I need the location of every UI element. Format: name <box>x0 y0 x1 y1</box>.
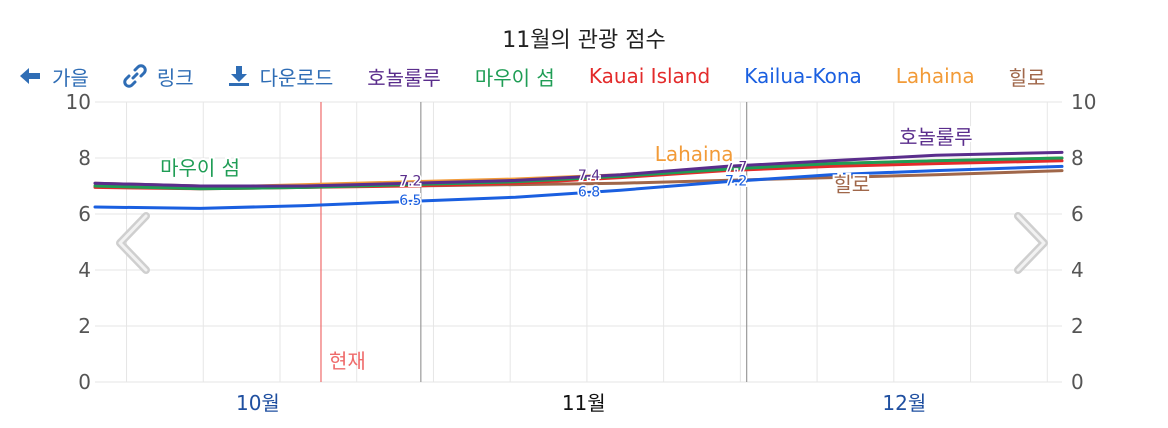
legend-item[interactable]: 힐로 <box>1008 65 1046 90</box>
data-label: 6.8 <box>578 185 600 201</box>
download-icon <box>228 66 249 86</box>
legend-item[interactable]: Kauai Island <box>588 64 711 88</box>
legend-item[interactable]: Kailua-Kona <box>744 64 862 88</box>
data-label: 7.2 <box>399 173 421 189</box>
y-tick-label-left: 6 <box>78 202 91 226</box>
back-button[interactable]: 가을 <box>18 62 89 91</box>
y-tick-label-left: 8 <box>78 146 91 170</box>
download-label: 다운로드 <box>259 65 334 90</box>
y-tick-label-right: 8 <box>1071 146 1084 170</box>
y-tick-label-right: 6 <box>1071 202 1084 226</box>
toolbar: 가을 링크 다운로드 호놀룰루 마우이 섬 Kauai Island Kailua-K… <box>18 60 1045 92</box>
series-inline-label: 힐로 <box>833 173 870 197</box>
y-tick-label-left: 10 <box>66 90 91 114</box>
y-tick-label-right: 2 <box>1071 314 1084 338</box>
y-tick-label-right: 0 <box>1071 370 1084 394</box>
chevron-right-icon[interactable] <box>1012 212 1050 274</box>
y-tick-label-right: 4 <box>1071 258 1084 282</box>
arrow-left-icon <box>20 68 40 84</box>
series-line <box>93 150 1064 188</box>
legend: 호놀룰루 마우이 섬 Kauai Island Kailua-Kona Lahaina 힐… <box>367 62 1045 91</box>
link-icon <box>123 64 147 88</box>
series-line <box>93 164 1064 210</box>
y-tick-label-right: 10 <box>1071 90 1096 114</box>
x-tick-label: 10월 <box>236 391 280 415</box>
data-label: 6.5 <box>399 193 421 209</box>
link-button[interactable]: 링크 <box>123 62 194 91</box>
back-label: 가을 <box>52 65 89 90</box>
data-label: 7.7 <box>725 159 747 175</box>
series-inline-label: 호놀룰루 <box>899 125 973 149</box>
series-inline-label: Lahaina <box>655 142 734 166</box>
y-tick-label-left: 0 <box>78 370 91 394</box>
legend-item[interactable]: Lahaina <box>895 64 975 88</box>
x-tick-label: 11월 <box>562 391 606 415</box>
link-label: 링크 <box>156 65 194 90</box>
series-inline-label: 마우이 섬 <box>160 156 240 180</box>
now-label: 현재 <box>329 349 366 373</box>
data-label: 7.2 <box>725 173 747 189</box>
chevron-left-icon[interactable] <box>114 212 152 274</box>
download-button[interactable]: 다운로드 <box>228 62 334 91</box>
chart-title: 11월의 관광 점수 <box>502 28 666 53</box>
legend-item[interactable]: 마우이 섬 <box>474 65 555 90</box>
y-tick-label-left: 2 <box>78 314 91 338</box>
legend-item[interactable]: 호놀룰루 <box>367 65 441 90</box>
data-label: 7.4 <box>578 168 600 184</box>
x-tick-label: 12월 <box>882 391 926 415</box>
y-tick-label-left: 4 <box>78 258 91 282</box>
